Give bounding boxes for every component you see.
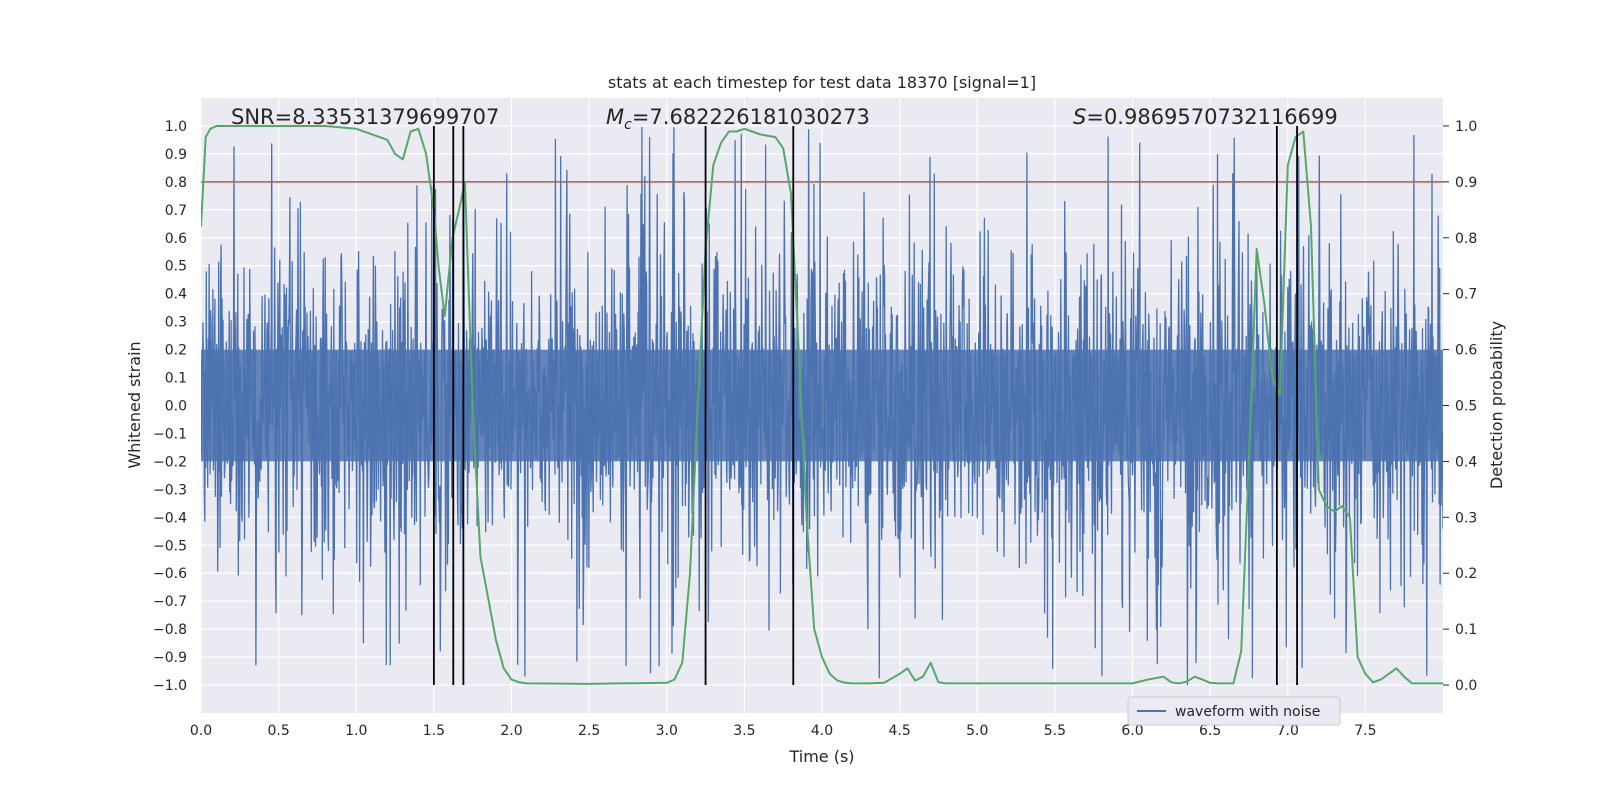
x-axis-label: Time (s) <box>788 747 854 766</box>
y2-tick-label: 1.0 <box>1455 119 1477 135</box>
x-tick-label: 6.5 <box>1199 723 1221 739</box>
y2-tick-label: 0.0 <box>1455 678 1477 694</box>
legend-box <box>1127 696 1341 726</box>
y-tick-label: 0.1 <box>165 371 187 387</box>
y2-axis-label: Detection probability <box>1487 321 1506 489</box>
legend-label: waveform with noise <box>1175 704 1320 720</box>
x-axis-ticks: 0.0 0.5 1.0 1.5 2.0 2.5 3.0 3.5 4.0 4.5 5.0 5.5 6.0 6… <box>190 723 1377 739</box>
legend: waveform with noise <box>1127 696 1341 726</box>
chirp-mass-annotation: Mc=7.682226181030273 <box>606 105 870 133</box>
y2-tick-label: 0.8 <box>1455 231 1477 247</box>
x-tick-label: 0.0 <box>190 723 212 739</box>
y-tick-label: 0.4 <box>165 287 187 303</box>
chirp-mass-subscript: c <box>624 117 632 133</box>
y-tick-label: −0.4 <box>153 510 187 526</box>
y-tick-label: −0.9 <box>153 650 187 666</box>
x-tick-label: 5.5 <box>1044 723 1066 739</box>
chart-title: stats at each timestep for test data 183… <box>608 73 1036 92</box>
y-tick-label: −0.3 <box>153 482 187 498</box>
y-axis-ticks: 1.0 0.9 0.8 0.7 0.6 0.5 0.4 0.3 0.2 0.1 0.0 −0.1 −0.… <box>153 119 187 694</box>
y2-axis-ticks: 1.0 0.9 0.8 0.7 0.6 0.5 0.4 0.3 0.2 0.1 0.0 <box>1443 119 1477 694</box>
x-tick-label: 2.0 <box>500 723 522 739</box>
y-axis-label: Whitened strain <box>125 341 144 468</box>
y-tick-label: 0.0 <box>165 399 187 415</box>
waveform-series <box>201 126 1443 686</box>
x-tick-label: 4.5 <box>888 723 910 739</box>
y-tick-label: 0.9 <box>165 147 187 163</box>
y-tick-label: 0.7 <box>165 203 187 219</box>
x-tick-label: 1.5 <box>423 723 445 739</box>
y-tick-label: 0.8 <box>165 175 187 191</box>
chirp-mass-symbol: M <box>606 105 624 129</box>
y-tick-label: −0.5 <box>153 538 187 554</box>
x-tick-label: 3.5 <box>733 723 755 739</box>
y-tick-label: −0.7 <box>153 594 187 610</box>
y-tick-label: 1.0 <box>165 119 187 135</box>
score-value: =0.9869570732116699 <box>1086 105 1337 129</box>
y2-tick-label: 0.3 <box>1455 510 1477 526</box>
score-annotation: S=0.9869570732116699 <box>1073 105 1338 129</box>
y-tick-label: −0.6 <box>153 566 187 582</box>
score-symbol: S <box>1073 105 1086 129</box>
y-tick-label: 0.6 <box>165 231 187 247</box>
x-tick-label: 4.0 <box>811 723 833 739</box>
x-tick-label: 2.5 <box>578 723 600 739</box>
y-tick-label: −1.0 <box>153 678 187 694</box>
x-tick-label: 7.5 <box>1354 723 1376 739</box>
x-tick-label: 7.0 <box>1277 723 1299 739</box>
y-tick-label: −0.1 <box>153 426 187 442</box>
y-tick-label: 0.2 <box>165 343 187 359</box>
y-tick-label: 0.3 <box>165 315 187 331</box>
y-tick-label: −0.2 <box>153 454 187 470</box>
y2-tick-label: 0.7 <box>1455 287 1477 303</box>
x-tick-label: 0.5 <box>267 723 289 739</box>
y2-tick-label: 0.9 <box>1455 175 1477 191</box>
detection-probability-series <box>201 125 1443 685</box>
y2-tick-label: 0.6 <box>1455 343 1477 359</box>
y2-tick-label: 0.5 <box>1455 399 1477 415</box>
detection-probability-line <box>201 125 1443 685</box>
y2-tick-label: 0.2 <box>1455 566 1477 582</box>
waveform-core-band <box>201 349 1443 462</box>
vertical-markers <box>432 125 1298 686</box>
y2-tick-label: 0.4 <box>1455 454 1477 470</box>
y2-tick-label: 0.1 <box>1455 622 1477 638</box>
x-tick-label: 1.0 <box>345 723 367 739</box>
x-tick-label: 3.0 <box>656 723 678 739</box>
plot-data-area <box>201 125 1443 686</box>
x-tick-label: 6.0 <box>1121 723 1143 739</box>
snr-annotation: SNR=8.33531379699707 <box>231 105 499 129</box>
x-tick-label: 5.0 <box>966 723 988 739</box>
y-tick-label: −0.8 <box>153 622 187 638</box>
y-tick-label: 0.5 <box>165 259 187 275</box>
chirp-mass-value: =7.682226181030273 <box>632 105 870 129</box>
